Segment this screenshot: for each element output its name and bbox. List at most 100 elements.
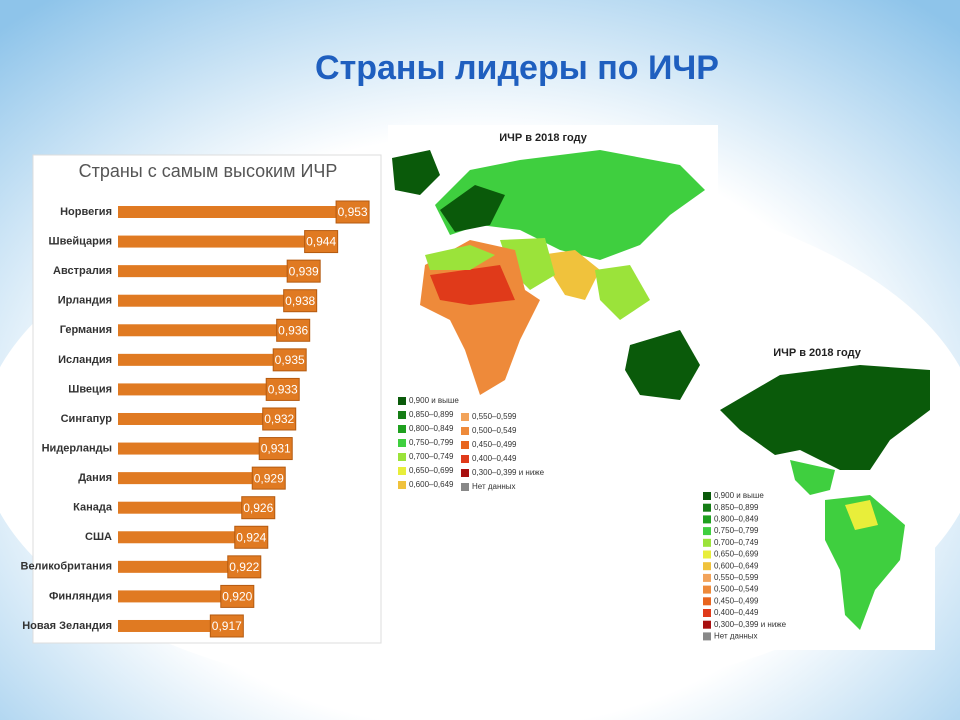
bar xyxy=(118,619,213,632)
legend-swatch xyxy=(703,527,711,536)
legend-label: 0,850–0,899 xyxy=(409,410,454,419)
bar xyxy=(118,265,290,278)
legend-swatch xyxy=(398,411,406,419)
value-label-box xyxy=(286,259,321,283)
value-label-box xyxy=(283,289,318,313)
category-label: Австралия xyxy=(53,265,112,277)
europe xyxy=(440,185,505,232)
category-label: Канада xyxy=(73,502,113,514)
bar xyxy=(118,412,265,425)
value-label-box xyxy=(335,200,370,224)
category-label: Сингапур xyxy=(61,413,113,425)
value-label-box xyxy=(220,584,255,608)
legend-swatch xyxy=(703,562,711,571)
bar-group: Норвегия 0,953 Швейцария 0,944 Австралия 0,93… xyxy=(21,200,370,638)
value-label: 0,935 xyxy=(275,353,305,367)
value-label: 0,944 xyxy=(306,235,336,249)
legend-swatch xyxy=(703,573,711,582)
legend-label: 0,700–0,749 xyxy=(714,538,759,547)
legend-label: 0,650–0,699 xyxy=(409,466,454,475)
legend-swatch xyxy=(461,483,469,491)
category-label: Швеция xyxy=(68,383,112,395)
legend-swatch xyxy=(703,597,711,606)
legend-swatch xyxy=(703,609,711,617)
value-label-box xyxy=(276,318,311,342)
map-legend: 0,900 и выше 0,850–0,899 0,800–0,849 0,750–… xyxy=(703,491,787,641)
value-label: 0,933 xyxy=(268,383,298,397)
value-label-box xyxy=(265,377,300,401)
legend-label: 0,650–0,699 xyxy=(714,550,759,559)
slide-title: Страны лидеры по ИЧР xyxy=(315,49,719,87)
legend-swatch xyxy=(398,467,406,475)
legend-label: 0,800–0,849 xyxy=(409,424,454,433)
bar xyxy=(118,501,244,514)
legend-swatch xyxy=(398,481,406,489)
legend-label: 0,600–0,649 xyxy=(714,561,759,570)
australia xyxy=(625,330,700,400)
value-label: 0,932 xyxy=(264,412,294,426)
legend-label: 0,450–0,499 xyxy=(714,596,759,605)
legend-label: Нет данных xyxy=(472,482,516,491)
legend-label: 0,750–0,799 xyxy=(714,526,759,535)
map-legend: 0,900 и выше 0,850–0,899 0,800–0,849 0,750–… xyxy=(398,396,545,491)
southeast-asia xyxy=(595,265,650,320)
legend-label: 0,550–0,599 xyxy=(714,573,759,582)
value-label: 0,953 xyxy=(338,205,368,219)
bar xyxy=(118,206,339,218)
legend-swatch xyxy=(703,620,711,629)
bar xyxy=(118,590,223,603)
south-america xyxy=(825,495,905,630)
value-label: 0,931 xyxy=(261,442,291,456)
north-africa xyxy=(425,245,495,270)
legend-swatch xyxy=(703,632,711,641)
north-america xyxy=(720,365,930,470)
value-label: 0,936 xyxy=(278,323,308,337)
legend-swatch xyxy=(461,413,469,421)
value-label-box xyxy=(227,555,262,579)
legend-swatch xyxy=(461,427,469,435)
category-label: Финляндия xyxy=(49,590,112,602)
value-label-box xyxy=(234,525,269,549)
value-label-box xyxy=(262,407,297,431)
legend-swatch xyxy=(703,503,711,512)
legend-label: 0,300–0,399 и ниже xyxy=(714,620,787,629)
legend-swatch xyxy=(461,455,469,463)
legend-swatch xyxy=(703,492,711,500)
legend-label: 0,450–0,499 xyxy=(472,440,517,449)
venezuela xyxy=(845,500,878,530)
value-label-box xyxy=(304,230,339,254)
category-label: Германия xyxy=(60,324,112,336)
value-label: 0,926 xyxy=(243,501,273,515)
legend-label: 0,850–0,899 xyxy=(714,503,759,512)
central-america xyxy=(790,460,835,495)
value-label-box xyxy=(258,437,293,461)
legend-swatch xyxy=(398,439,406,447)
bar xyxy=(118,531,237,544)
legend-swatch xyxy=(703,585,711,594)
bar xyxy=(118,235,307,248)
value-label: 0,922 xyxy=(229,560,259,574)
legend-label: 0,400–0,449 xyxy=(714,608,759,617)
bar xyxy=(118,324,279,337)
legend-swatch xyxy=(703,515,711,524)
legend-swatch xyxy=(703,538,711,547)
value-label-box xyxy=(241,496,276,520)
world-map: ИЧР в 2018 году xyxy=(388,125,718,497)
legend-swatch xyxy=(398,425,406,433)
legend-label: 0,750–0,799 xyxy=(409,438,454,447)
value-label: 0,924 xyxy=(236,530,266,544)
value-label: 0,917 xyxy=(212,619,242,633)
legend-label: 0,500–0,549 xyxy=(714,585,759,594)
bar xyxy=(118,294,286,307)
chart-title: Страны с самым высоким ИЧР xyxy=(79,161,338,181)
map-title: ИЧР в 2018 году xyxy=(499,132,588,144)
value-label-box xyxy=(209,614,244,638)
map-title: ИЧР в 2018 году xyxy=(773,347,862,359)
eurasia xyxy=(435,150,705,260)
legend-swatch xyxy=(461,441,469,449)
legend-swatch xyxy=(398,453,406,461)
category-label: Дания xyxy=(78,472,112,484)
category-label: Великобритания xyxy=(21,561,113,573)
